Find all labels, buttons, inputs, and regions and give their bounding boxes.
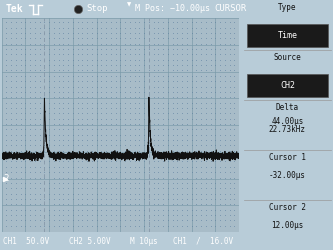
Text: Source: Source	[273, 52, 301, 62]
Text: M Pos: −10.00μs: M Pos: −10.00μs	[135, 4, 210, 13]
Text: CH1  /  16.0V: CH1 / 16.0V	[172, 236, 233, 246]
Text: CH2 5.00V: CH2 5.00V	[69, 236, 111, 246]
Text: Type: Type	[278, 2, 297, 12]
Text: M 10μs: M 10μs	[130, 236, 158, 246]
Text: Delta: Delta	[276, 102, 299, 112]
Text: Cursor 2: Cursor 2	[269, 202, 306, 211]
FancyBboxPatch shape	[247, 24, 328, 47]
Text: CURSOR: CURSOR	[214, 4, 246, 13]
Text: -32.00μs: -32.00μs	[269, 170, 306, 179]
Text: Time: Time	[277, 31, 297, 40]
Text: ▼: ▼	[127, 3, 131, 8]
Text: 44.00μs: 44.00μs	[271, 116, 304, 126]
Text: 12.00μs: 12.00μs	[271, 220, 304, 230]
Text: 2: 2	[3, 174, 8, 183]
Text: 22.73kHz: 22.73kHz	[269, 126, 306, 134]
Text: CH1  50.0V: CH1 50.0V	[3, 236, 49, 246]
Text: Tek: Tek	[5, 4, 23, 14]
Text: CH2: CH2	[280, 81, 295, 90]
Text: Stop: Stop	[86, 4, 108, 13]
Text: Cursor 1: Cursor 1	[269, 152, 306, 162]
FancyBboxPatch shape	[247, 74, 328, 97]
